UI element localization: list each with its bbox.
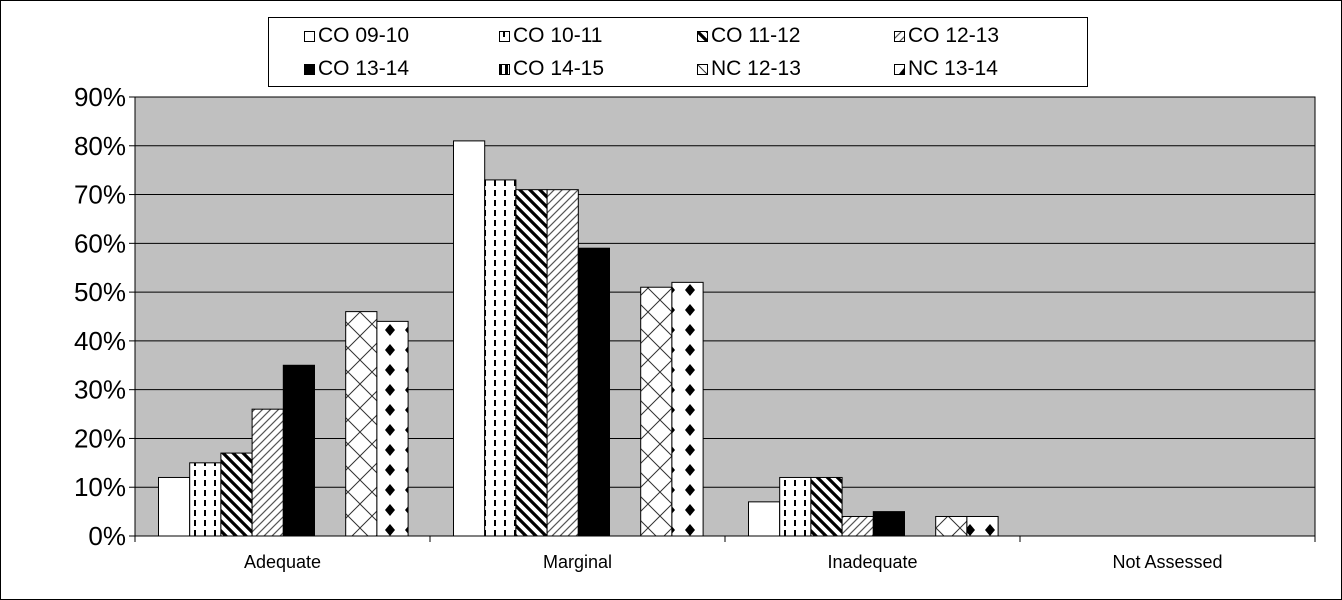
legend-swatch (304, 63, 315, 75)
bars (158, 140, 999, 537)
bar (453, 140, 486, 537)
bar (872, 511, 905, 537)
legend-item: CO 12-13 (894, 21, 999, 51)
y-tick-label: 60% (74, 228, 126, 258)
bar (577, 247, 610, 537)
legend-label: CO 14-15 (513, 57, 605, 80)
legend-swatch (499, 63, 510, 75)
bar (841, 515, 874, 537)
legend-label: NC 12-13 (711, 57, 801, 80)
legend-label: CO 13-14 (318, 57, 410, 80)
bar (779, 476, 812, 537)
bar (810, 476, 843, 537)
y-tick-label: 30% (74, 375, 126, 405)
bar (282, 364, 315, 537)
bar (748, 501, 781, 537)
legend-item: NC 12-13 (697, 54, 801, 84)
legend-item: CO 13-14 (304, 54, 409, 84)
y-tick-label: 90% (74, 82, 126, 112)
x-tick-label: Adequate (244, 552, 321, 572)
y-tick-label: 50% (74, 277, 126, 307)
bar (966, 515, 999, 537)
bar (484, 179, 517, 537)
legend-swatch (499, 30, 510, 42)
legend-swatch (894, 30, 905, 42)
y-tick-label: 0% (88, 521, 126, 551)
y-tick-label: 70% (74, 180, 126, 210)
legend-swatch (894, 63, 905, 75)
bar (935, 515, 968, 537)
bar (189, 462, 222, 537)
legend-label: CO 12-13 (908, 24, 1000, 47)
y-tick-label: 10% (74, 472, 126, 502)
bar (671, 281, 704, 537)
bar (515, 189, 548, 537)
legend-swatch (304, 30, 315, 42)
legend-swatch (697, 63, 708, 75)
x-tick-label: Inadequate (827, 552, 917, 572)
legend-item: CO 14-15 (499, 54, 604, 84)
bar (251, 408, 284, 537)
legend-item: CO 09-10 (304, 21, 409, 51)
gridlines (135, 145, 1315, 488)
x-tick-label: Marginal (543, 552, 612, 572)
legend-label: CO 11-12 (711, 24, 801, 47)
legend: CO 09-10 CO 10-11 CO 11-12 CO 12-13 CO 13-14… (268, 17, 1088, 87)
bar (345, 311, 378, 537)
legend-swatch (697, 30, 708, 42)
y-tick-label: 20% (74, 423, 126, 453)
y-tick-label: 40% (74, 326, 126, 356)
legend-item: NC 13-14 (894, 54, 998, 84)
bar (376, 320, 409, 537)
legend-label: CO 10-11 (513, 24, 603, 47)
legend-label: CO 09-10 (318, 24, 410, 47)
bar (546, 189, 579, 537)
bar (158, 476, 191, 537)
axes: 0% 10% 20% 30% 40% 50% 60% 70% 80% 90% Adequate Mar… (74, 82, 1316, 572)
x-tick-label: Not Assessed (1112, 552, 1222, 572)
legend-item: CO 11-12 (697, 21, 801, 51)
plot-area (134, 96, 1316, 537)
y-tick-label: 80% (74, 131, 126, 161)
legend-item: CO 10-11 (499, 21, 603, 51)
bar (220, 452, 253, 537)
bar (640, 286, 673, 537)
legend-label: NC 13-14 (908, 57, 998, 80)
